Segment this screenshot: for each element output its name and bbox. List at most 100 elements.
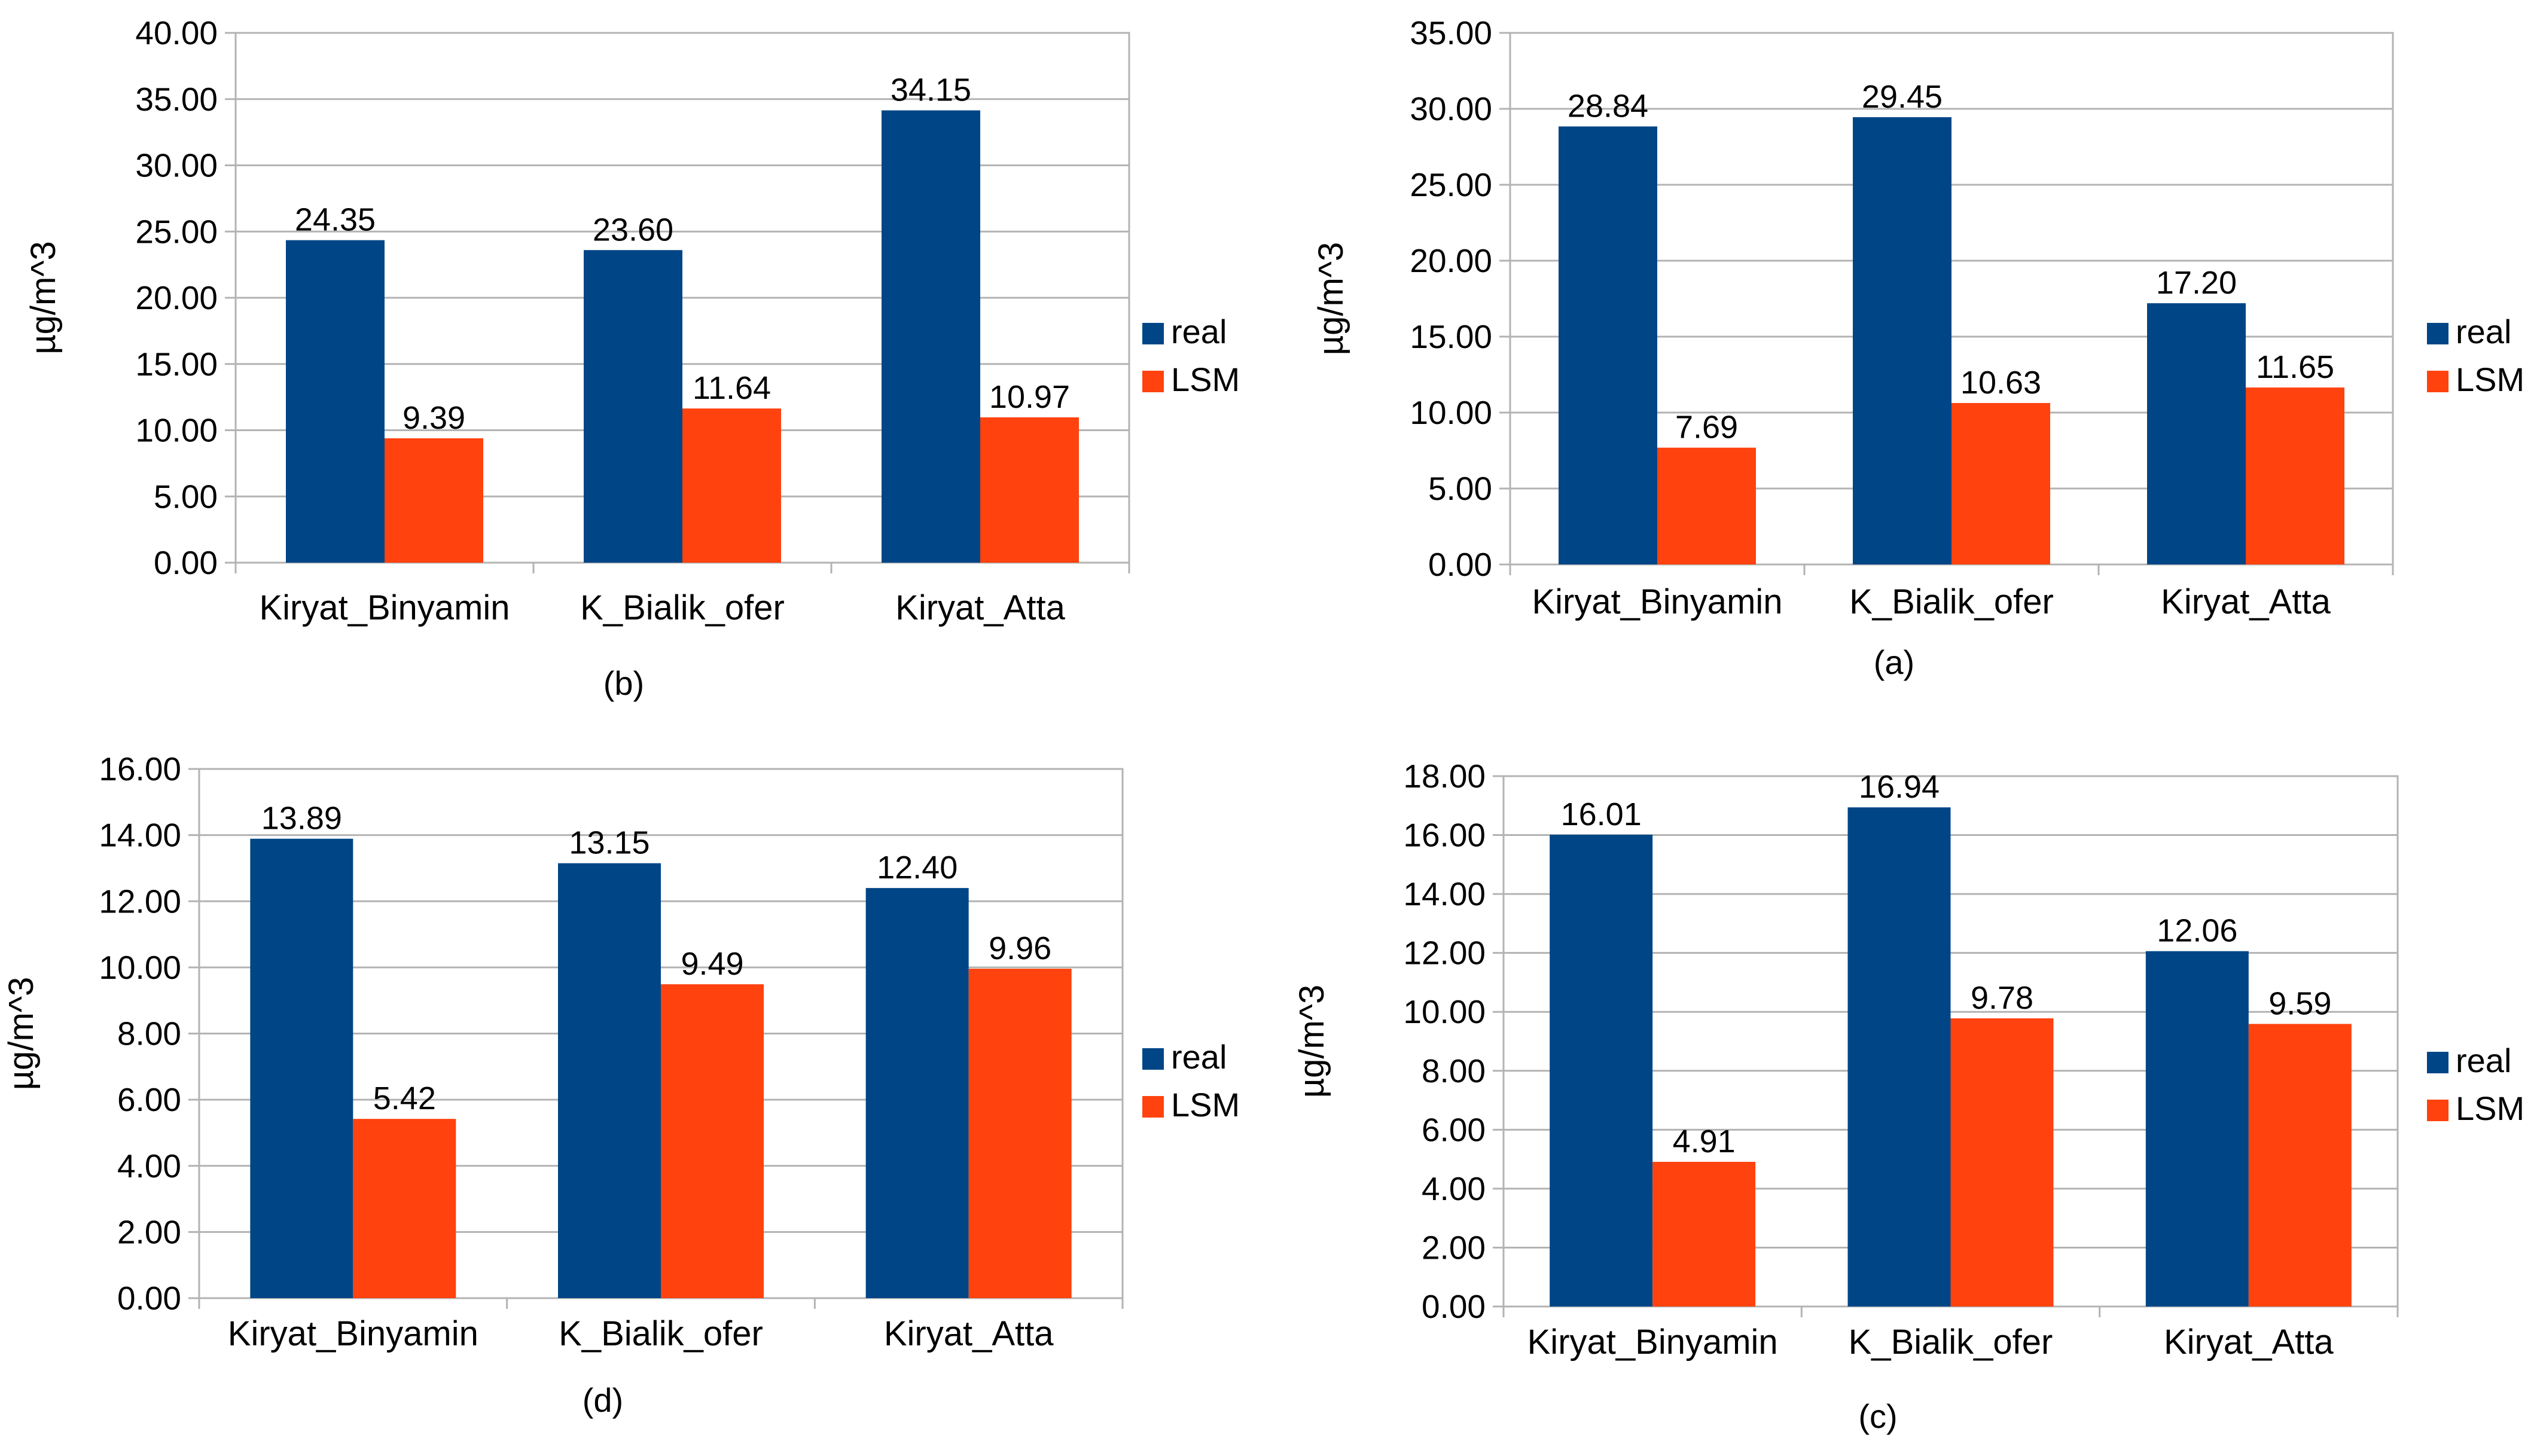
category-label: Kiryat_Binyamin [1527, 1323, 1778, 1362]
y-tick-label: 40.00 [135, 14, 218, 51]
legend-label-real: real [2456, 313, 2511, 350]
data-label: 23.60 [593, 212, 673, 248]
chart-a: 0.00 5.00 10.00 15.00 20.00 25.00 30.00 35.00 Ki… [1312, 14, 2524, 681]
data-label: 17.20 [2156, 265, 2237, 301]
legend-swatch-lsm [1142, 1096, 1164, 1118]
y-tick-label: 2.00 [1422, 1229, 1486, 1266]
chart-c: 0.00 2.00 4.00 6.00 8.00 10.00 12.00 14.00 16.00… [1292, 758, 2524, 1435]
y-tick-label: 14.00 [1403, 875, 1486, 912]
bar-real [1559, 126, 1657, 565]
data-label: 9.96 [989, 930, 1051, 966]
bar-real [558, 863, 661, 1298]
y-tick-label: 4.00 [117, 1147, 181, 1185]
bar-lsm [353, 1119, 456, 1298]
y-axis-label: µg/m^3 [24, 241, 63, 355]
data-label: 12.40 [877, 850, 958, 886]
y-tick-label: 25.00 [1410, 166, 1492, 203]
category-label: Kiryat_Binyamin [228, 1314, 478, 1353]
data-label: 13.89 [261, 801, 342, 837]
bar-real [286, 240, 385, 563]
category-label: K_Bialik_ofer [1849, 582, 2054, 621]
y-tick-label: 15.00 [1410, 318, 1492, 355]
y-tick-label: 6.00 [1422, 1111, 1486, 1148]
bar-lsm [661, 984, 764, 1298]
category-label: K_Bialik_ofer [559, 1314, 763, 1353]
legend-label-real: real [2456, 1042, 2511, 1079]
y-tick-label: 10.00 [135, 412, 218, 449]
bar-lsm [2246, 387, 2344, 564]
y-tick-label: 30.00 [135, 147, 218, 184]
y-tick-label: 35.00 [1410, 14, 1492, 51]
y-tick-label: 6.00 [117, 1081, 181, 1118]
y-tick-label: 20.00 [135, 279, 218, 316]
y-tick-label: 0.00 [1422, 1288, 1486, 1325]
y-tick-label: 15.00 [135, 346, 218, 383]
y-tick-label: 8.00 [117, 1015, 181, 1052]
data-label: 34.15 [891, 72, 971, 108]
legend-swatch-real [1142, 323, 1164, 344]
y-tick-label: 5.00 [1428, 470, 1492, 507]
data-label: 7.69 [1675, 410, 1738, 445]
bar-real [882, 110, 980, 563]
data-label: 28.84 [1568, 88, 1648, 124]
y-axis-label: µg/m^3 [1292, 985, 1331, 1098]
legend-label-lsm: LSM [1171, 361, 1240, 398]
bar-lsm [1950, 1018, 2054, 1307]
category-label: K_Bialik_ofer [1849, 1323, 2053, 1362]
y-tick-label: 10.00 [99, 949, 181, 986]
data-label: 10.63 [1960, 365, 2041, 401]
data-label: 11.64 [693, 370, 771, 406]
panel-label: (a) [1874, 643, 1914, 681]
category-label: Kiryat_Binyamin [259, 588, 510, 627]
y-tick-label: 16.00 [99, 750, 181, 787]
data-label: 9.39 [402, 400, 465, 436]
chart-b: 0.00 5.00 10.00 15.00 20.00 25.00 30.00 35.00 40… [24, 14, 1240, 702]
y-tick-label: 12.00 [1403, 935, 1486, 972]
category-label: Kiryat_Binyamin [1532, 582, 1782, 621]
bar-lsm [1652, 1162, 1756, 1307]
data-label: 9.78 [1971, 980, 2033, 1016]
data-label: 10.97 [989, 379, 1070, 415]
legend-swatch-lsm [2427, 1100, 2448, 1121]
legend-swatch-real [2427, 1052, 2448, 1073]
category-label: Kiryat_Atta [2164, 1323, 2334, 1362]
y-tick-label: 18.00 [1403, 758, 1486, 795]
bar-lsm [2248, 1024, 2352, 1307]
y-tick-label: 5.00 [154, 478, 218, 515]
bar-real [1550, 835, 1653, 1307]
chart-d: 0.00 2.00 4.00 6.00 8.00 10.00 12.00 14.00 16.00… [2, 750, 1240, 1419]
bar-real [2145, 951, 2249, 1307]
y-tick-label: 4.00 [1422, 1170, 1486, 1207]
bar-lsm [385, 438, 483, 563]
y-tick-label: 8.00 [1422, 1052, 1486, 1089]
y-axis-label: µg/m^3 [2, 977, 41, 1091]
bar-real [2147, 303, 2246, 564]
bar-real [584, 250, 682, 563]
y-tick-label: 25.00 [135, 213, 218, 250]
data-label: 9.59 [2268, 985, 2331, 1021]
legend-label-lsm: LSM [1171, 1086, 1240, 1124]
legend-label-real: real [1171, 313, 1227, 350]
panel-label: (d) [583, 1381, 623, 1419]
panel-label: (b) [603, 664, 644, 702]
y-tick-label: 30.00 [1410, 90, 1492, 127]
category-label: K_Bialik_ofer [580, 588, 785, 627]
legend-swatch-real [1142, 1048, 1164, 1070]
y-tick-label: 14.00 [99, 817, 181, 854]
data-label: 5.42 [373, 1080, 436, 1116]
data-label: 16.01 [1561, 796, 1642, 832]
bar-lsm [980, 417, 1079, 563]
legend-swatch-real [2427, 323, 2448, 344]
bar-lsm [1951, 402, 2050, 564]
legend-label-lsm: LSM [2456, 1089, 2524, 1127]
data-label: 12.06 [2157, 913, 2237, 949]
legend-swatch-lsm [2427, 371, 2448, 392]
bar-lsm [682, 408, 781, 563]
y-tick-label: 16.00 [1403, 817, 1486, 854]
bar-real [1853, 117, 1951, 565]
category-label: Kiryat_Atta [895, 588, 1065, 627]
panel-label: (c) [1858, 1397, 1897, 1435]
y-tick-label: 10.00 [1403, 993, 1486, 1030]
y-tick-label: 0.00 [154, 544, 218, 581]
